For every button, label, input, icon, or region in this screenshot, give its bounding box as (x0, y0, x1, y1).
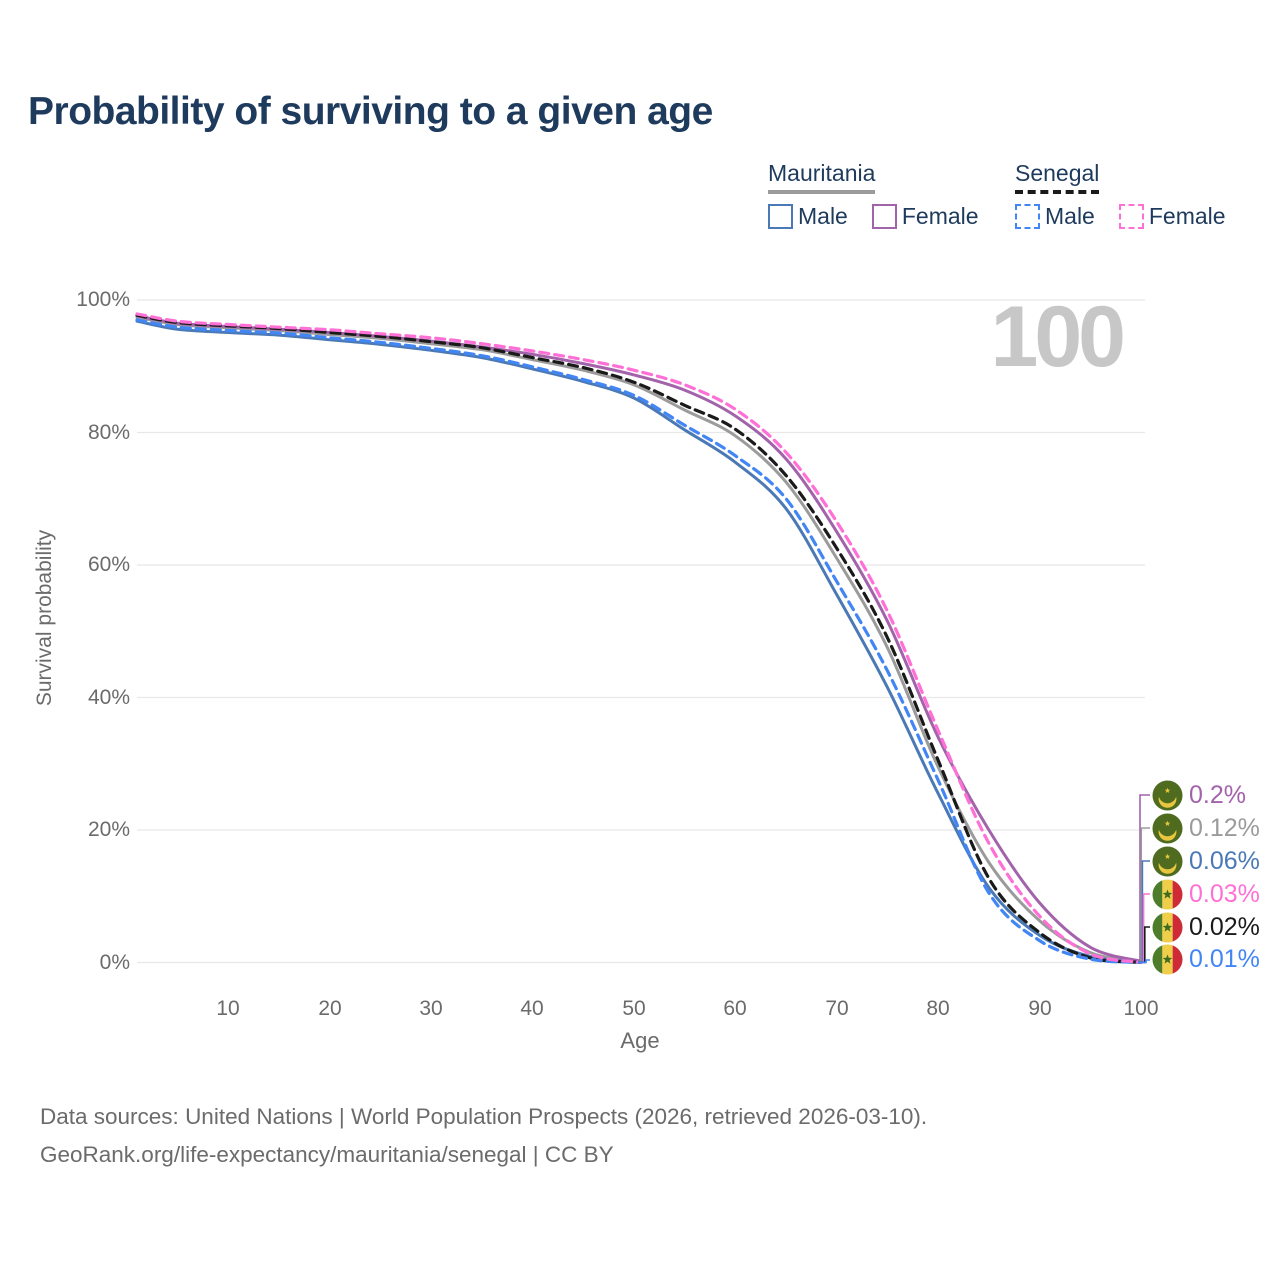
end-value: 0.01% (1189, 945, 1260, 973)
ytick-60: 60% (87, 553, 130, 576)
legend-checkbox-senegal-male[interactable] (1015, 204, 1040, 229)
legend-label-senegal-male: Male (1045, 203, 1095, 229)
senegal-flag-icon (1152, 944, 1183, 975)
xtick-80: 80 (926, 997, 950, 1020)
footer-line-1: Data sources: United Nations | World Pop… (40, 1104, 928, 1129)
ytick-40: 40% (87, 686, 130, 709)
data-source-footer: Data sources: United Nations | World Pop… (40, 1098, 927, 1174)
end-value: 0.02% (1189, 913, 1260, 941)
page-title: Probability of surviving to a given age (28, 90, 713, 133)
mauritania-flag-icon (1152, 846, 1183, 877)
x-axis-title: Age (620, 1028, 660, 1053)
xtick-10: 10 (216, 997, 240, 1020)
end-label-senegal-male: 0.01% (1152, 944, 1260, 975)
mauritania-flag-icon (1152, 813, 1183, 844)
ytick-0: 0% (99, 951, 130, 974)
legend-label-mauritania-female: Female (901, 203, 979, 229)
legend-group-name: Senegal (1015, 160, 1100, 186)
xtick-100: 100 (1123, 997, 1159, 1020)
age-counter-watermark: 100 (990, 289, 1127, 385)
end-label-senegal-female: 0.03% (1152, 879, 1260, 910)
solid-line-swatch (768, 190, 876, 194)
xtick-70: 70 (825, 997, 849, 1020)
end-value: 0.06% (1189, 847, 1260, 875)
legend-group-title-senegal: Senegal (1015, 160, 1100, 194)
curve-mauritania-total (135, 315, 1143, 964)
end-label-mauritania-female: 0.2% (1152, 780, 1246, 811)
xtick-90: 90 (1028, 997, 1052, 1020)
mauritania-flag-icon (1152, 780, 1183, 811)
ytick-100: 100% (76, 288, 130, 311)
curve-senegal-male (135, 318, 1143, 964)
y-axis-title: Survival probability (33, 529, 56, 707)
end-value: 0.12% (1189, 814, 1260, 842)
legend-group-mauritania: Mauritania Male Female (768, 160, 1003, 230)
legend-checkbox-mauritania-male[interactable] (768, 204, 793, 229)
xtick-50: 50 (622, 997, 646, 1020)
curve-senegal-female (135, 312, 1143, 964)
end-label-mauritania-total: 0.12% (1152, 813, 1260, 844)
end-label-senegal-total: 0.02% (1152, 912, 1260, 943)
curve-senegal-total (135, 313, 1143, 964)
legend-checkbox-mauritania-female[interactable] (871, 204, 897, 229)
legend-label-mauritania-male: Male (798, 203, 848, 229)
legend-group-title-mauritania: Mauritania (768, 160, 876, 194)
legend-group-name: Mauritania (768, 160, 876, 186)
footer-line-2: GeoRank.org/life-expectancy/mauritania/s… (40, 1142, 614, 1167)
senegal-flag-icon (1152, 879, 1183, 910)
xtick-60: 60 (723, 997, 747, 1020)
legend-checkbox-senegal-female[interactable] (1118, 204, 1144, 229)
end-value: 0.03% (1189, 880, 1260, 908)
end-value: 0.2% (1189, 781, 1246, 809)
dashed-line-swatch (1015, 190, 1100, 194)
xtick-40: 40 (520, 997, 544, 1020)
legend-label-senegal-female: Female (1148, 203, 1226, 229)
ytick-20: 20% (87, 818, 130, 841)
ytick-80: 80% (87, 421, 130, 444)
xtick-30: 30 (419, 997, 443, 1020)
senegal-flag-icon (1152, 912, 1183, 943)
legend-group-senegal: Senegal Male Female (1015, 160, 1250, 230)
xtick-20: 20 (318, 997, 342, 1020)
end-label-mauritania-male: 0.06% (1152, 846, 1260, 877)
connector-senegal-male (1138, 959, 1150, 964)
